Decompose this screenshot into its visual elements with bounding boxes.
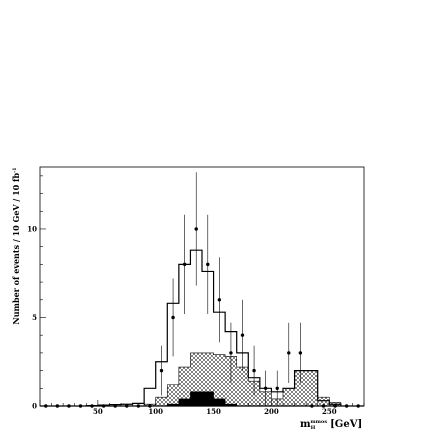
x-tick-label: 200 [264, 407, 279, 416]
y-tick-label: 0 [32, 402, 37, 411]
data-point [171, 315, 175, 320]
y-tick-label: 5 [32, 313, 37, 322]
data-point [194, 227, 198, 231]
data-point [275, 386, 279, 390]
y-axis-label-text: Number of events / 10 GeV / 10 fb-1 [11, 167, 21, 324]
x-tick-label: 100 [148, 407, 163, 416]
data-point [287, 351, 291, 355]
x-axis-label-text: mHmmos [GeV] [300, 419, 362, 431]
data-point [252, 368, 256, 373]
x-tick-label: 250 [322, 407, 337, 416]
data-point [217, 298, 222, 302]
data-point [182, 262, 187, 267]
x-axis-label: mHmmos [GeV] [300, 419, 362, 431]
data-point [240, 333, 245, 337]
data-point [159, 368, 164, 373]
data-point [229, 351, 233, 355]
y-tick-label: 10 [27, 224, 37, 233]
x-tick-label: 150 [206, 407, 221, 416]
axis-ticks: 50 100 150 200 250 0 5 10 [27, 175, 365, 416]
data-point [263, 386, 268, 390]
y-axis-label: Number of events / 10 GeV / 10 fb-1 [11, 167, 21, 324]
data-point [206, 262, 210, 267]
x-tick-label: 50 [93, 407, 103, 416]
plot-area: 50 100 150 200 250 0 5 10 [27, 166, 365, 416]
data-point [298, 351, 303, 355]
